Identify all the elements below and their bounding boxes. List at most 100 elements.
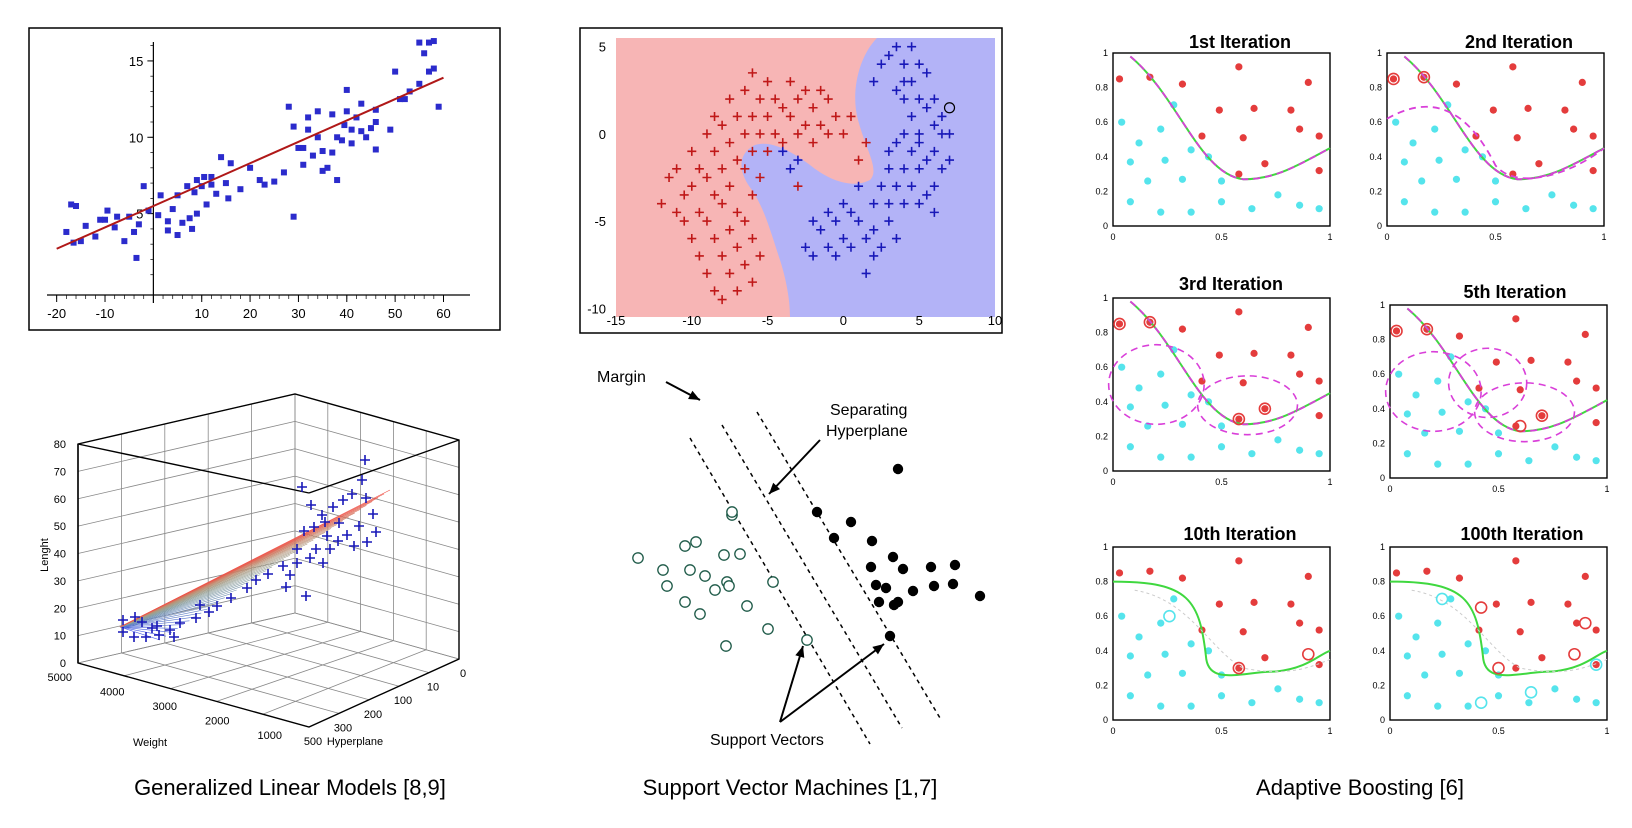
weighted-sample bbox=[1163, 609, 1176, 623]
weight-tick-label: 3000 bbox=[153, 701, 177, 713]
x-tick-label: 1 bbox=[1604, 484, 1609, 494]
cyan-dot bbox=[1118, 118, 1126, 126]
grid-line bbox=[77, 420, 296, 472]
blue-point bbox=[922, 68, 932, 78]
data-point bbox=[208, 181, 215, 188]
blue-point bbox=[816, 225, 826, 235]
positive-point bbox=[897, 563, 909, 575]
data-point bbox=[392, 68, 399, 75]
negative-point bbox=[679, 596, 691, 608]
x-tick-label: 1 bbox=[1601, 232, 1606, 242]
cyan-dot bbox=[1144, 177, 1152, 185]
cyan-dot bbox=[1118, 612, 1126, 620]
data-point bbox=[354, 521, 364, 531]
cyan-dot bbox=[1157, 619, 1165, 627]
cyan-dot bbox=[1392, 118, 1400, 126]
weighted-sample bbox=[1387, 72, 1400, 86]
data-point bbox=[343, 108, 350, 115]
data-point bbox=[131, 228, 138, 235]
red-dot bbox=[1235, 63, 1243, 71]
data-point bbox=[189, 225, 196, 232]
data-point bbox=[261, 181, 268, 188]
blue-point bbox=[793, 155, 803, 165]
caption-svm: Support Vector Machines [1,7] bbox=[642, 775, 938, 800]
positive-point bbox=[828, 532, 840, 544]
x-tick-label: 1 bbox=[1327, 726, 1332, 736]
data-point bbox=[141, 632, 151, 642]
data-point bbox=[295, 144, 302, 151]
left-wall-grid bbox=[77, 393, 296, 664]
x-tick-label: 20 bbox=[243, 306, 257, 321]
red-point bbox=[755, 173, 765, 182]
positive-point bbox=[974, 590, 986, 602]
red-dot bbox=[1235, 415, 1243, 423]
boundary-curve bbox=[1112, 580, 1331, 677]
red-dot bbox=[1250, 598, 1258, 606]
grid-line bbox=[294, 612, 460, 660]
data-point bbox=[353, 114, 360, 121]
cyan-dot bbox=[1592, 457, 1600, 465]
red-point bbox=[679, 216, 689, 226]
cyan-dot bbox=[1187, 208, 1195, 216]
adaboost-panel: 2nd Iteration 1 0.8 0.6 0.4 0.2 00 0.5 1 bbox=[1369, 32, 1606, 242]
z-tick-label: 0 bbox=[60, 658, 66, 670]
weight-tick-label: 5000 bbox=[48, 672, 72, 684]
z-tick-label: 20 bbox=[54, 603, 66, 615]
red-point bbox=[694, 251, 704, 261]
data-point bbox=[368, 509, 378, 519]
cyan-dot bbox=[1248, 450, 1256, 458]
cyan-dot bbox=[1126, 158, 1134, 166]
cyan-dot bbox=[1248, 699, 1256, 707]
cyan-dot bbox=[1126, 198, 1134, 206]
red-point bbox=[740, 216, 750, 226]
y-tick-label: 0.2 bbox=[1369, 186, 1382, 196]
red-dot bbox=[1492, 358, 1500, 366]
blue-point bbox=[778, 146, 788, 156]
x-tick-label: 50 bbox=[388, 306, 402, 321]
red-point bbox=[763, 111, 773, 121]
support-vectors-label: Support Vectors bbox=[710, 732, 824, 749]
red-point bbox=[710, 111, 720, 121]
panel-frame bbox=[1112, 297, 1331, 472]
weak-learner-curve bbox=[1386, 106, 1605, 180]
red-dot bbox=[1564, 358, 1572, 366]
x-tick-label: 0.5 bbox=[1492, 726, 1505, 736]
red-point bbox=[702, 173, 712, 182]
data-point bbox=[145, 207, 152, 214]
red-dot bbox=[1315, 132, 1323, 140]
blue-point bbox=[899, 164, 909, 174]
red-dot bbox=[1455, 332, 1464, 340]
x-tick-label: 1 bbox=[1327, 477, 1332, 487]
red-dot bbox=[1315, 412, 1323, 420]
margin-line bbox=[756, 411, 941, 719]
cyan-dot bbox=[1217, 443, 1226, 451]
weighted-sample bbox=[1535, 409, 1549, 423]
y-tick-label: 5 bbox=[136, 207, 143, 222]
data-point bbox=[193, 210, 200, 217]
svm-decision-points bbox=[656, 42, 956, 305]
data-point bbox=[421, 50, 428, 57]
data-point bbox=[198, 183, 205, 190]
cyan-dot bbox=[1447, 595, 1455, 603]
data-point bbox=[174, 232, 181, 239]
grid-line bbox=[294, 420, 460, 468]
cyan-dot bbox=[1461, 146, 1469, 154]
weight-tick-label: 2000 bbox=[205, 716, 229, 728]
cyan-dot bbox=[1412, 391, 1420, 399]
top-edge bbox=[308, 439, 460, 494]
blue-point bbox=[884, 199, 894, 209]
red-dot bbox=[1239, 134, 1247, 142]
red-point bbox=[861, 138, 871, 148]
red-dot bbox=[1261, 405, 1269, 413]
data-point bbox=[201, 173, 208, 180]
x-tick-label: -15 bbox=[607, 313, 626, 328]
red-dot bbox=[1250, 104, 1258, 112]
z-tick-label: 70 bbox=[54, 466, 66, 478]
grid-line bbox=[121, 652, 340, 714]
data-point bbox=[256, 177, 263, 184]
cyan-dot bbox=[1400, 198, 1408, 206]
data-point bbox=[290, 123, 297, 130]
red-dot bbox=[1538, 412, 1546, 420]
weak-learner-circle bbox=[1384, 350, 1482, 433]
cyan-dot bbox=[1570, 201, 1578, 209]
